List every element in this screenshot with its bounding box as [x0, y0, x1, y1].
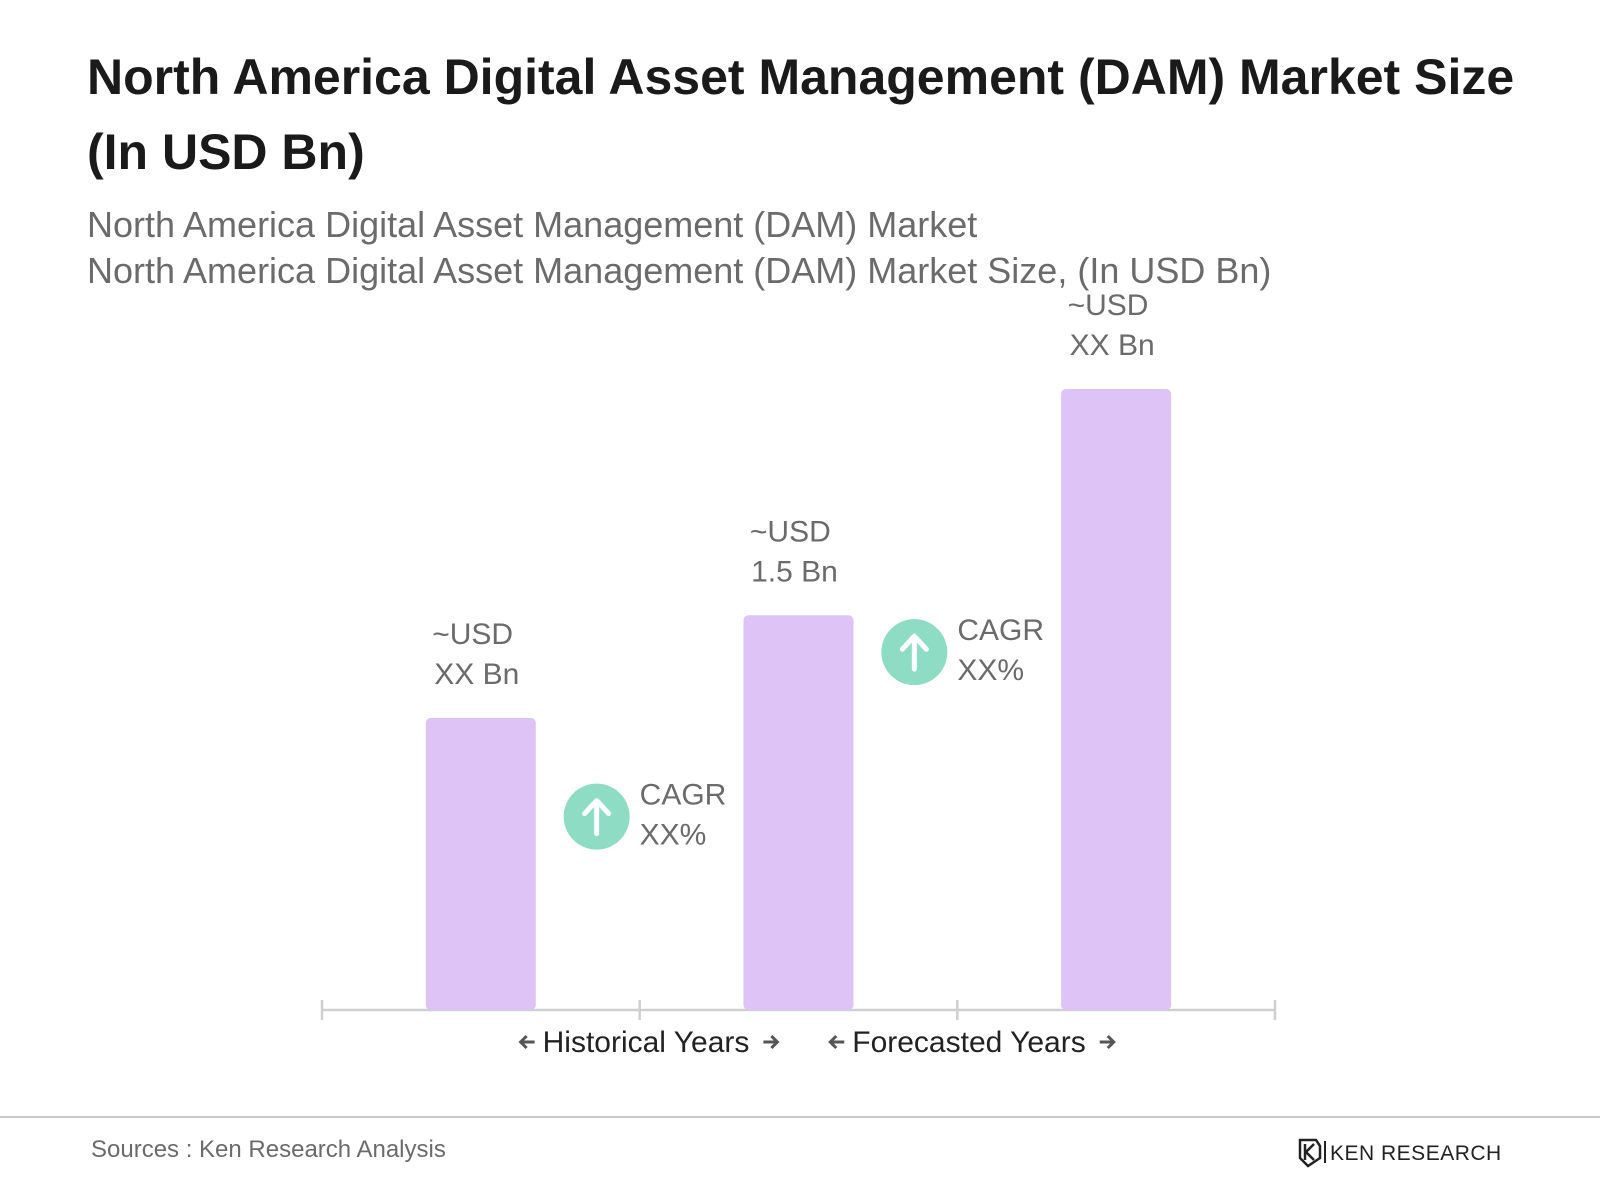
- arrow-right: [763, 1034, 780, 1050]
- bar: [1061, 389, 1172, 1010]
- cagr-badge: [563, 783, 630, 850]
- cagr-badge: [881, 619, 948, 686]
- cagr-arrow: [582, 798, 612, 837]
- arrow-left: [828, 1034, 845, 1050]
- bar: [425, 717, 536, 1010]
- value-label: ~USD XX Bn: [432, 618, 521, 691]
- subtitle: North America Digital Asset Management (…: [87, 204, 978, 245]
- source: Sources : Ken Research Analysis: [91, 1136, 446, 1163]
- cagr-label: CAGR: [957, 614, 1044, 647]
- value-label: ~USD 1.5 Bn: [750, 515, 839, 588]
- cagr-label: CAGR: [640, 779, 727, 812]
- period-label: Forecasted Years: [852, 1026, 1085, 1059]
- brand: KEN RESEARCH: [1330, 1142, 1502, 1165]
- cagr-label: XX%: [640, 819, 707, 852]
- period-label: Historical Years: [543, 1026, 750, 1059]
- cagr-label: XX%: [957, 654, 1024, 687]
- bar: [743, 615, 854, 1010]
- arrow-left: [518, 1034, 535, 1050]
- subtitle: North America Digital Asset Management (…: [87, 250, 1272, 291]
- arrow-right: [1099, 1034, 1116, 1050]
- value-label: ~USD XX Bn: [1068, 289, 1157, 362]
- chart-title: North America Digital Asset Management (…: [87, 49, 1515, 180]
- cagr-arrow: [899, 633, 929, 672]
- logo: KEN RESEARCH: [1298, 1138, 1502, 1168]
